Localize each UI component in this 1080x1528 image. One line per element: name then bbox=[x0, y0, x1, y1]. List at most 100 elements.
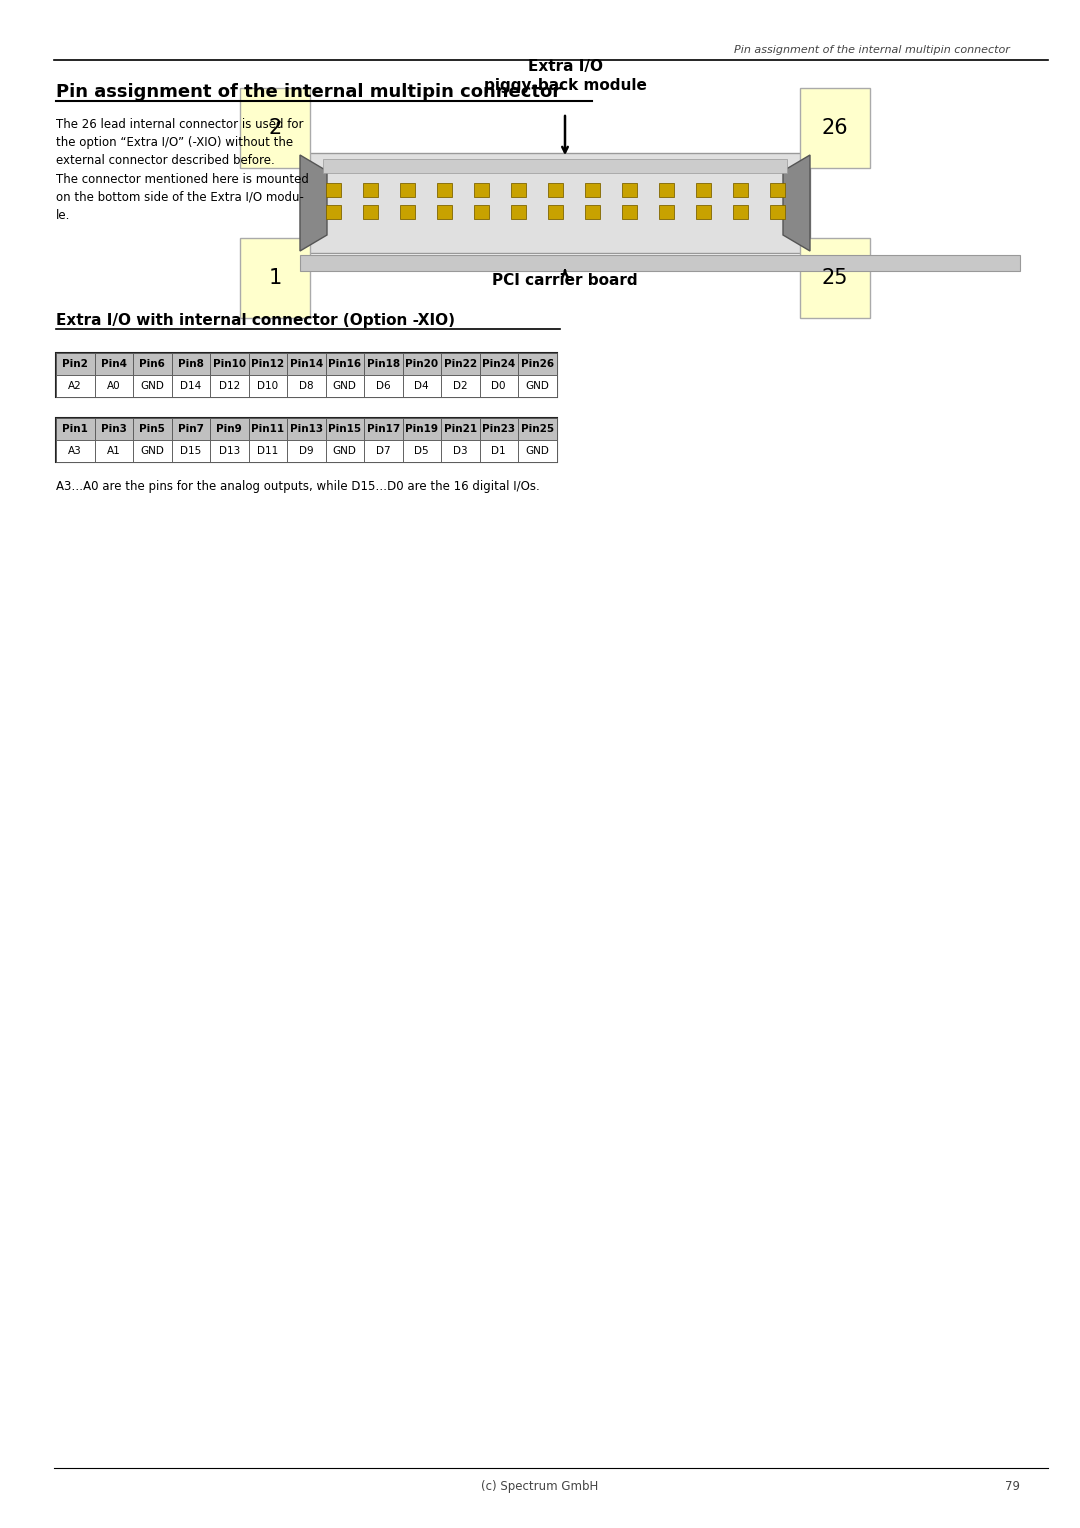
Polygon shape bbox=[300, 154, 327, 251]
Bar bbox=[480, 374, 518, 397]
Bar bbox=[172, 374, 210, 397]
Bar bbox=[95, 353, 133, 374]
Text: Pin19: Pin19 bbox=[405, 423, 438, 434]
Bar bbox=[172, 353, 210, 374]
Text: The 26 lead internal connector is used for
the option “Extra I/O” (-XIO) without: The 26 lead internal connector is used f… bbox=[56, 118, 303, 167]
Text: GND: GND bbox=[333, 380, 356, 391]
Bar bbox=[363, 183, 378, 197]
Bar bbox=[441, 374, 480, 397]
Text: GND: GND bbox=[140, 446, 164, 455]
Text: Pin10: Pin10 bbox=[213, 359, 246, 368]
Text: Pin16: Pin16 bbox=[328, 359, 362, 368]
Bar bbox=[732, 183, 747, 197]
Bar bbox=[56, 374, 95, 397]
Bar bbox=[518, 374, 556, 397]
Bar bbox=[584, 183, 599, 197]
Bar bbox=[696, 205, 711, 219]
Bar bbox=[769, 205, 784, 219]
Bar bbox=[300, 153, 810, 254]
Text: D3: D3 bbox=[453, 446, 468, 455]
Text: D0: D0 bbox=[491, 380, 507, 391]
Bar bbox=[248, 440, 287, 461]
Bar bbox=[436, 205, 451, 219]
Text: Pin12: Pin12 bbox=[252, 359, 284, 368]
Text: Pin13: Pin13 bbox=[289, 423, 323, 434]
Bar bbox=[240, 89, 310, 168]
Text: The connector mentioned here is mounted
on the bottom side of the Extra I/O modu: The connector mentioned here is mounted … bbox=[56, 173, 309, 222]
Bar bbox=[769, 183, 784, 197]
Text: A3: A3 bbox=[68, 446, 82, 455]
Bar bbox=[480, 353, 518, 374]
Text: Pin15: Pin15 bbox=[328, 423, 362, 434]
Bar bbox=[363, 205, 378, 219]
Bar bbox=[548, 205, 563, 219]
Bar bbox=[210, 419, 248, 440]
Bar bbox=[480, 419, 518, 440]
Bar bbox=[240, 238, 310, 318]
Bar bbox=[364, 440, 403, 461]
Text: Pin11: Pin11 bbox=[252, 423, 284, 434]
Text: (c) Spectrum GmbH: (c) Spectrum GmbH bbox=[482, 1481, 598, 1493]
Polygon shape bbox=[783, 154, 810, 251]
Text: A0: A0 bbox=[107, 380, 121, 391]
Bar bbox=[172, 419, 210, 440]
Text: 2: 2 bbox=[268, 118, 282, 138]
Bar bbox=[172, 440, 210, 461]
Bar bbox=[441, 440, 480, 461]
Text: Pin23: Pin23 bbox=[482, 423, 515, 434]
Bar bbox=[287, 440, 325, 461]
Bar bbox=[95, 440, 133, 461]
Bar bbox=[511, 183, 526, 197]
Text: D9: D9 bbox=[299, 446, 313, 455]
Bar bbox=[95, 374, 133, 397]
Bar bbox=[441, 419, 480, 440]
Text: D6: D6 bbox=[376, 380, 391, 391]
Text: PCI carrier board: PCI carrier board bbox=[492, 274, 638, 287]
Text: Pin3: Pin3 bbox=[100, 423, 126, 434]
Bar bbox=[56, 440, 95, 461]
Text: 1: 1 bbox=[268, 267, 282, 287]
Bar bbox=[441, 353, 480, 374]
Bar bbox=[210, 440, 248, 461]
Bar bbox=[56, 419, 95, 440]
Bar bbox=[248, 374, 287, 397]
Bar bbox=[325, 419, 364, 440]
Bar bbox=[800, 238, 870, 318]
Text: Pin18: Pin18 bbox=[367, 359, 400, 368]
Text: Pin assignment of the internal multipin connector: Pin assignment of the internal multipin … bbox=[734, 44, 1010, 55]
Bar bbox=[325, 353, 364, 374]
Text: D1: D1 bbox=[491, 446, 507, 455]
Bar bbox=[287, 374, 325, 397]
Text: Pin14: Pin14 bbox=[289, 359, 323, 368]
Bar bbox=[364, 374, 403, 397]
Bar bbox=[518, 419, 556, 440]
Text: D5: D5 bbox=[415, 446, 429, 455]
Bar bbox=[400, 183, 415, 197]
Text: Pin9: Pin9 bbox=[216, 423, 242, 434]
Bar bbox=[548, 183, 563, 197]
Bar bbox=[248, 419, 287, 440]
Bar bbox=[403, 353, 441, 374]
Text: GND: GND bbox=[333, 446, 356, 455]
Bar bbox=[473, 205, 488, 219]
Text: D7: D7 bbox=[376, 446, 391, 455]
Text: 25: 25 bbox=[822, 267, 848, 287]
Text: D12: D12 bbox=[218, 380, 240, 391]
Text: Pin22: Pin22 bbox=[444, 359, 476, 368]
Text: Extra I/O
piggy-back module: Extra I/O piggy-back module bbox=[484, 60, 647, 93]
Bar bbox=[403, 440, 441, 461]
Text: GND: GND bbox=[525, 446, 550, 455]
Bar bbox=[56, 419, 556, 461]
Bar bbox=[210, 374, 248, 397]
Bar bbox=[436, 183, 451, 197]
Bar bbox=[659, 205, 674, 219]
Text: D15: D15 bbox=[180, 446, 201, 455]
Bar bbox=[133, 374, 172, 397]
Text: GND: GND bbox=[525, 380, 550, 391]
Text: Pin24: Pin24 bbox=[482, 359, 515, 368]
Bar bbox=[732, 205, 747, 219]
Text: Pin assignment of the internal multipin connector: Pin assignment of the internal multipin … bbox=[56, 83, 562, 101]
Text: D14: D14 bbox=[180, 380, 201, 391]
Text: Pin8: Pin8 bbox=[178, 359, 204, 368]
Text: D4: D4 bbox=[415, 380, 429, 391]
